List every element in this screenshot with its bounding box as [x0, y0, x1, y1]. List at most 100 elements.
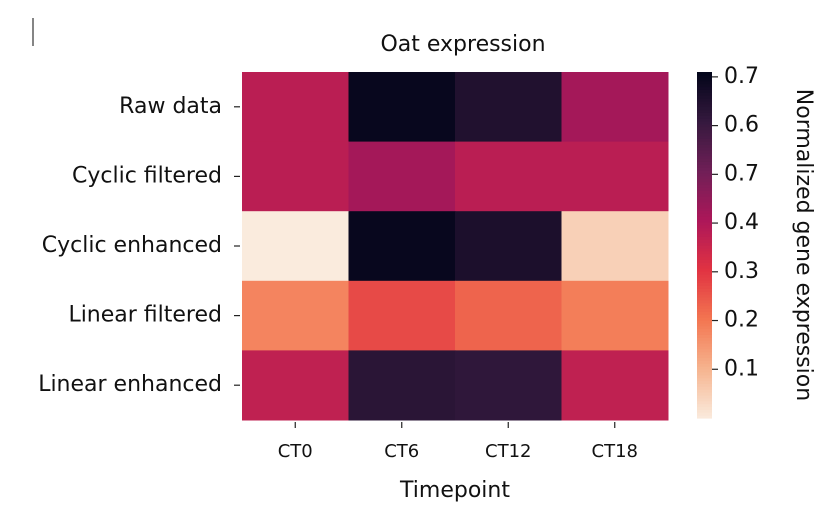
colorbar-segment — [697, 170, 712, 174]
x-tick-label: CT18 — [592, 441, 638, 462]
colorbar-segment — [697, 294, 712, 298]
colorbar-tick-label: 0.1 — [724, 356, 759, 381]
colorbar-segment — [697, 172, 712, 177]
colorbar-segment — [697, 337, 712, 341]
colorbar-segment — [697, 190, 712, 194]
y-tick-label: Raw data — [119, 94, 222, 119]
colorbar-segment — [697, 282, 712, 286]
colorbar-segment — [697, 167, 712, 171]
colorbar-segment — [697, 115, 712, 119]
heatmap-cell — [455, 280, 562, 351]
colorbar-segment — [697, 129, 712, 134]
colorbar-segment — [697, 152, 712, 157]
heatmap-cell — [561, 280, 669, 351]
colorbar-segment — [697, 178, 712, 183]
colorbar-segment — [697, 132, 712, 137]
x-tick-label: CT12 — [485, 441, 531, 462]
colorbar-segment — [697, 138, 712, 142]
colorbar-segment — [697, 135, 712, 139]
colorbar-segment — [697, 103, 712, 108]
colorbar-segment — [697, 265, 712, 269]
colorbar-segment — [697, 409, 712, 413]
x-axis-label: Timepoint — [399, 478, 510, 503]
colorbar-tick-label: 0.7 — [724, 64, 759, 89]
colorbar-segment — [697, 305, 712, 310]
colorbar-segment — [697, 340, 712, 344]
colorbar-segment — [697, 219, 712, 223]
x-tick-label: CT6 — [384, 441, 419, 462]
colorbar-segment — [697, 164, 712, 168]
colorbar-segment — [697, 236, 712, 240]
colorbar-segment — [697, 374, 712, 379]
heatmap-cell — [455, 350, 562, 421]
heatmap-cell — [561, 141, 669, 212]
colorbar-segment — [697, 144, 712, 148]
colorbar-segment — [697, 279, 712, 284]
colorbar-segment — [697, 403, 712, 408]
colorbar-tick-label: 0.3 — [724, 259, 759, 284]
colorbar-segment — [697, 118, 712, 122]
colorbar-segment — [697, 253, 712, 258]
colorbar-segment — [697, 112, 712, 116]
colorbar-segment — [697, 360, 712, 364]
heatmap-cell — [242, 280, 349, 351]
colorbar-segment — [697, 74, 712, 79]
colorbar-segment — [697, 155, 712, 160]
colorbar-segment — [697, 273, 712, 278]
colorbar-segment — [697, 210, 712, 214]
colorbar-segment — [697, 227, 712, 232]
colorbar-segment — [697, 256, 712, 261]
colorbar-segment — [697, 207, 712, 211]
colorbar-segment — [697, 299, 712, 304]
colorbar-segment — [697, 302, 712, 307]
colorbar-segment — [697, 377, 712, 382]
colorbar-segment — [697, 149, 712, 154]
colorbar-segment — [697, 276, 712, 281]
colorbar-segment — [697, 394, 712, 399]
x-tick-label: CT0 — [278, 441, 313, 462]
colorbar-segment — [697, 392, 712, 396]
colorbar-segment — [697, 195, 712, 200]
heatmap-cell — [348, 280, 456, 351]
colorbar-segment — [697, 368, 712, 373]
colorbar-segment — [697, 245, 712, 249]
colorbar-segment — [697, 126, 712, 131]
colorbar-segment — [697, 319, 712, 324]
colorbar-segment — [697, 92, 712, 96]
colorbar-tick-label: 0.4 — [724, 210, 759, 235]
heatmap-cell — [561, 350, 669, 421]
colorbar-segment — [697, 366, 712, 370]
colorbar-segment — [697, 322, 712, 327]
colorbar-segment — [697, 262, 712, 266]
colorbar-segment — [697, 198, 712, 203]
colorbar-segment — [697, 400, 712, 405]
colorbar-segment — [697, 363, 712, 367]
heatmap-cell — [242, 141, 349, 212]
colorbar-segment — [697, 80, 712, 85]
colorbar-segment — [697, 72, 712, 76]
colorbar-segment — [697, 345, 712, 350]
colorbar-segment — [697, 89, 712, 93]
colorbar-segment — [697, 233, 712, 237]
colorbar-segment — [697, 331, 712, 335]
heatmap-cell — [455, 72, 562, 143]
heatmap-cell — [348, 211, 456, 282]
colorbar-segment — [697, 348, 712, 353]
colorbar-segment — [697, 291, 712, 295]
colorbar-segment — [697, 247, 712, 252]
colorbar-segment — [697, 242, 712, 246]
colorbar-segment — [697, 95, 712, 99]
heatmap-cell — [455, 141, 562, 212]
colorbar-segment — [697, 123, 712, 128]
colorbar-segment — [697, 343, 712, 347]
colorbar-segment — [697, 354, 712, 359]
colorbar-segment — [697, 285, 712, 289]
colorbar-segment — [697, 250, 712, 255]
colorbar-segment — [697, 371, 712, 376]
colorbar-segment — [697, 213, 712, 217]
colorbar-tick-label: 0.7 — [724, 161, 759, 186]
colorbar-segment — [697, 187, 712, 191]
colorbar-segment — [697, 415, 712, 419]
heatmap-cell — [561, 211, 669, 282]
